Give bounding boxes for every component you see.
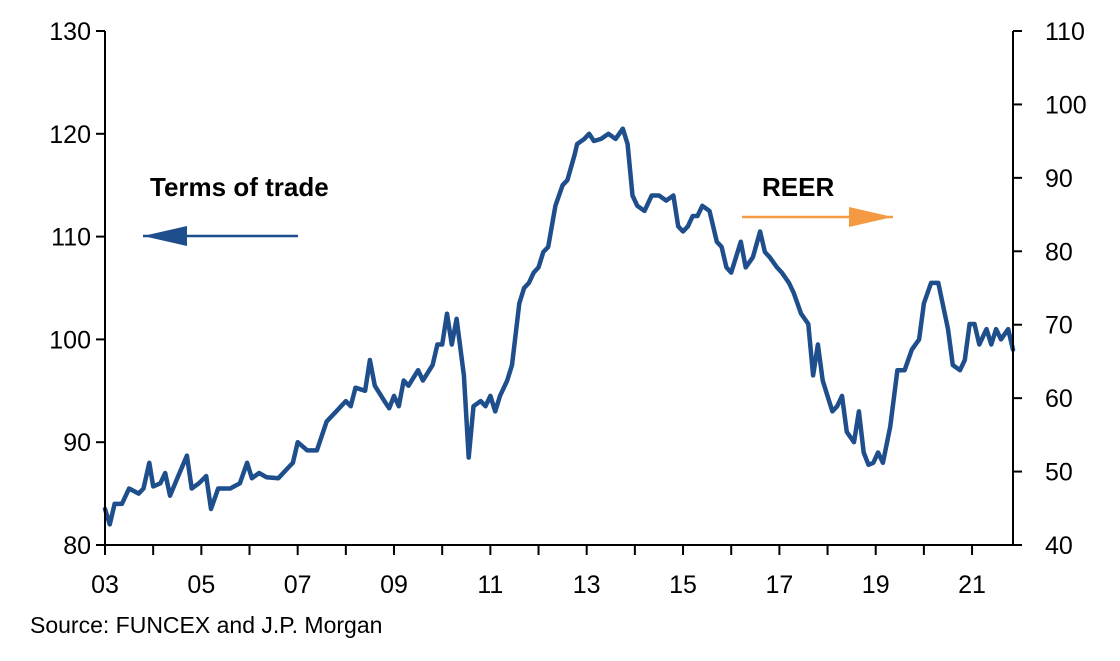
source-note: Source: FUNCEX and J.P. Morgan xyxy=(30,612,383,638)
right-axis-tick-label: 50 xyxy=(1045,459,1073,487)
right-axis-tick-label: 70 xyxy=(1045,312,1073,340)
arrow-right-head xyxy=(849,207,893,227)
series-line-terms-of-trade xyxy=(102,126,1016,527)
x-axis-tick-label: 07 xyxy=(284,571,312,599)
left-axis-tick-label: 100 xyxy=(49,326,91,354)
right-axis-tick-label: 90 xyxy=(1045,165,1073,193)
x-axis-tick-label: 21 xyxy=(958,571,986,599)
right-axis-tick-label: 80 xyxy=(1045,238,1073,266)
annotation-reer: REER xyxy=(762,172,834,202)
right-axis-tick-label: 60 xyxy=(1045,385,1073,413)
x-axis-tick-label: 03 xyxy=(91,571,119,599)
left-axis-tick-label: 90 xyxy=(63,429,91,457)
x-axis-tick-label: 15 xyxy=(669,571,697,599)
x-axis-tick-label: 17 xyxy=(765,571,793,599)
x-axis-tick-label: 13 xyxy=(573,571,601,599)
x-axis-tick-label: 19 xyxy=(862,571,890,599)
annotation-terms-of-trade: Terms of trade xyxy=(150,172,329,202)
x-axis-tick-label: 11 xyxy=(477,571,503,599)
x-axis-tick-label: 05 xyxy=(187,571,215,599)
left-axis-tick-label: 110 xyxy=(51,224,91,252)
right-axis-tick-label: 100 xyxy=(1045,91,1087,119)
x-axis-tick-label: 09 xyxy=(380,571,408,599)
right-axis-tick-label: 110 xyxy=(1045,18,1085,46)
left-axis-tick-label: 130 xyxy=(49,18,91,46)
left-axis-tick-label: 80 xyxy=(63,532,91,560)
arrow-left-head xyxy=(143,226,187,246)
right-axis-tick-label: 40 xyxy=(1045,532,1073,560)
left-axis-tick-label: 120 xyxy=(49,121,91,149)
